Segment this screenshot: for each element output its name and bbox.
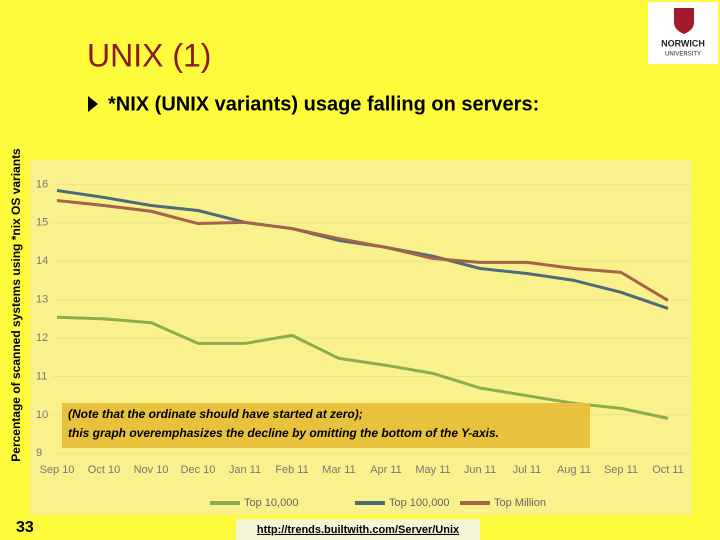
annotation: (Note that the ordinate should have star… (68, 407, 363, 421)
x-tick-label: Feb 11 (275, 464, 308, 476)
bullet-text: *NIX (UNIX variants) usage falling on se… (108, 93, 539, 115)
y-tick-label: 14 (36, 255, 48, 267)
x-tick-label: Oct 11 (652, 464, 684, 476)
chart-background (30, 160, 692, 515)
slide-title: UNIX (1) (87, 37, 211, 73)
annotation-box (62, 403, 590, 448)
y-tick-label: 9 (36, 447, 42, 459)
x-tick-label: Sep 11 (604, 464, 638, 476)
x-tick-label: Mar 11 (322, 464, 355, 476)
y-tick-label: 10 (36, 409, 48, 421)
x-tick-label: Jan 11 (229, 464, 261, 476)
source-url[interactable]: http://trends.builtwith.com/Server/Unix (257, 524, 460, 536)
series-line (56, 199, 669, 302)
x-tick-label: Oct 10 (88, 464, 120, 476)
url-box (236, 519, 480, 540)
y-tick-label: 11 (36, 370, 47, 382)
logo-text: UNIVERSITY (665, 52, 701, 58)
bullet-arrow (88, 96, 98, 112)
x-tick-label: Dec 10 (181, 464, 216, 476)
y-tick-label: 15 (36, 217, 48, 229)
x-tick-label: Jul 11 (513, 464, 542, 476)
page-number: 33 (16, 519, 34, 536)
legend-label: Top 10,000 (244, 497, 298, 509)
y-tick-label: 12 (36, 332, 48, 344)
x-tick-label: Aug 11 (557, 464, 591, 476)
logo-shield (674, 8, 694, 34)
x-tick-label: Apr 11 (370, 464, 402, 476)
legend: Top 10,000 Top 100,000 Top Million (210, 497, 546, 509)
x-tick-label: May 11 (415, 464, 450, 476)
logo-text: NORWICH (661, 38, 705, 48)
y-tick-label: 13 (36, 294, 48, 306)
x-tick-label: Nov 10 (134, 464, 169, 476)
logo: NORWICH UNIVERSITY (648, 2, 718, 64)
series-line (56, 315, 669, 420)
x-tick-label: Jun 11 (464, 464, 496, 476)
legend-label: Top 100,000 (389, 497, 450, 509)
y-axis-label: Percentage of scanned systems using *nix… (9, 148, 23, 462)
legend-label: Top Million (494, 497, 546, 509)
annotation: this graph overemphasizes the decline by… (68, 426, 499, 440)
y-tick-label: 16 (36, 178, 48, 190)
x-tick-label: Sep 10 (40, 464, 75, 476)
